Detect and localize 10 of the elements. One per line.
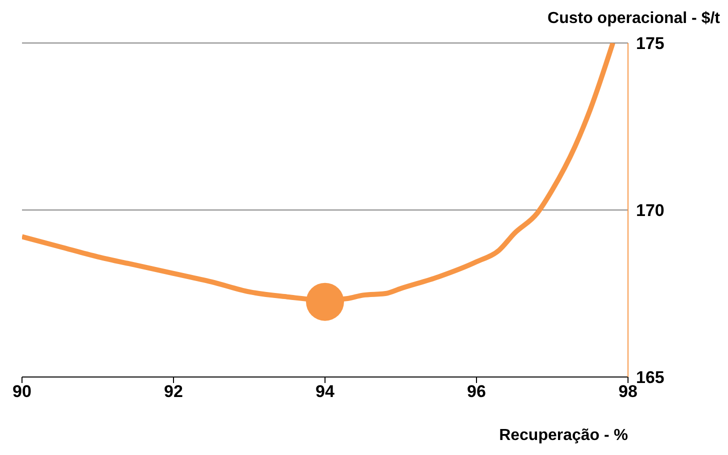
y-tick-label: 175 (636, 34, 664, 54)
y-axis-title: Custo operacional - $/t (548, 10, 720, 28)
x-tick-label: 96 (467, 382, 486, 402)
y-tick-label: 165 (636, 368, 664, 388)
x-tick-label: 94 (316, 382, 335, 402)
x-tick-label: 98 (618, 382, 638, 402)
y-tick-label: 170 (636, 201, 664, 220)
x-tick-label: 90 (12, 382, 32, 402)
x-axis-title: Recuperação - % (499, 427, 628, 445)
x-tick-label: 92 (164, 382, 183, 402)
